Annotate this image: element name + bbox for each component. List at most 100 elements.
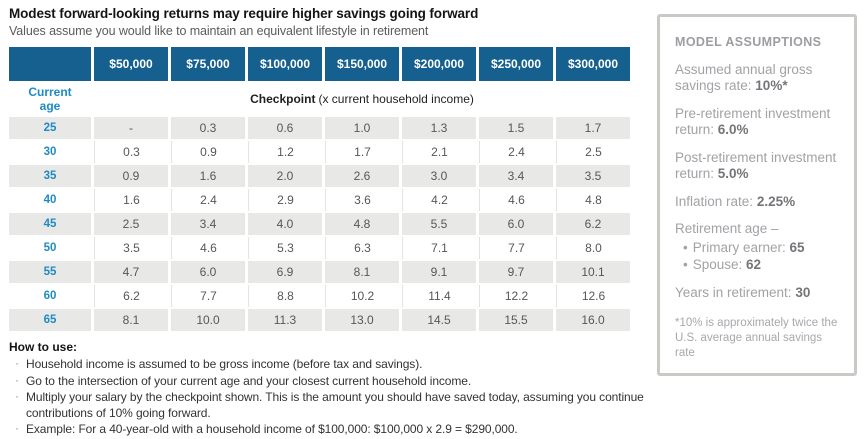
how-to-use-heading: How to use:: [9, 340, 77, 354]
retirement-age-item: • Spouse: 62: [683, 257, 840, 274]
age-cell: 45: [9, 213, 91, 235]
checkpoint-cell: 4.6: [171, 237, 245, 259]
assumption-items: Assumed annual gross savings rate: 10%* P…: [675, 62, 840, 210]
income-header: $50,000: [94, 47, 168, 81]
corner-cell: [9, 47, 91, 81]
checkpoint-label-note: (x current household income): [318, 92, 474, 106]
retirement-age-item: • Primary earner: 65: [683, 240, 840, 257]
page-title: Modest forward-looking returns may requi…: [9, 6, 479, 21]
checkpoint-cell: 11.3: [248, 309, 322, 331]
bullet-icon: ·: [15, 372, 19, 387]
checkpoint-cell: 3.0: [402, 165, 476, 187]
table-row: 60 6.2 7.7 8.8 10.2 11.4 12.2 12.6: [9, 285, 630, 307]
how-to-use-item: · Multiply your salary by the checkpoint …: [9, 389, 651, 421]
checkpoint-cell: 0.3: [171, 117, 245, 139]
bullet-icon: ·: [15, 356, 19, 370]
retirement-age-value: 65: [789, 239, 805, 255]
age-cell: 30: [9, 141, 91, 163]
age-cell: 25: [9, 117, 91, 139]
checkpoint-label: Checkpoint (x current household income): [94, 83, 630, 115]
how-to-use-item: · Example: For a 40-year-old with a house…: [9, 421, 651, 438]
checkpoint-cell: 5.5: [402, 213, 476, 235]
table-row: 45 2.5 3.4 4.0 4.8 5.5 6.0 6.2: [9, 213, 630, 235]
retirement-age-text: Spouse:: [692, 256, 747, 272]
income-header: $75,000: [171, 47, 245, 81]
assumption-item: Assumed annual gross savings rate: 10%*: [675, 62, 840, 95]
checkpoint-cell: 5.3: [248, 237, 322, 259]
how-to-use-text: Household income is assumed to be gross …: [26, 357, 423, 371]
checkpoint-cell: 3.6: [325, 189, 399, 211]
income-header-row: $50,000 $75,000 $100,000 $150,000 $200,000 $2…: [9, 47, 630, 81]
checkpoint-cell: 3.4: [171, 213, 245, 235]
age-cell: 55: [9, 261, 91, 283]
current-age-label: Current age: [9, 83, 91, 115]
age-cell: 35: [9, 165, 91, 187]
checkpoint-cell: 7.1: [402, 237, 476, 259]
table-row: 65 8.1 10.0 11.3 13.0 14.5 15.5 16.0: [9, 309, 630, 331]
checkpoint-cell: 1.6: [171, 165, 245, 187]
main-content: Modest forward-looking returns may requi…: [9, 6, 651, 439]
checkpoint-cell: 0.3: [94, 141, 168, 163]
assumptions-footnote: *10% is approximately twice the U.S. ave…: [675, 316, 838, 359]
income-header: $150,000: [325, 47, 399, 81]
how-to-use-item: · Household income is assumed to be gross…: [9, 356, 651, 373]
years-in-retirement: Years in retirement: 30: [675, 285, 840, 301]
age-cell: 50: [9, 237, 91, 259]
model-assumptions-panel: MODEL ASSUMPTIONS Assumed annual gross s…: [657, 14, 857, 376]
income-header: $100,000: [248, 47, 322, 81]
checkpoint-cell: 4.7: [94, 261, 168, 283]
checkpoint-cell: 13.0: [325, 309, 399, 331]
bullet-icon: •: [683, 239, 688, 255]
checkpoint-cell: 2.6: [325, 165, 399, 187]
checkpoint-cell: 4.6: [479, 189, 553, 211]
assumption-item: Inflation rate: 2.25%: [675, 194, 840, 210]
assumption-value: 10%*: [755, 78, 788, 94]
assumption-value: 2.25%: [756, 193, 796, 209]
checkpoint-cell: 16.0: [556, 309, 630, 331]
assumption-text: Post-retirement investment return:: [675, 149, 837, 182]
assumption-item: Pre-retirement investment return: 6.0%: [675, 106, 840, 139]
age-cell: 65: [9, 309, 91, 331]
checkpoint-cell: 8.0: [556, 237, 630, 259]
checkpoint-cell: 8.1: [325, 261, 399, 283]
assumption-value: 5.0%: [717, 166, 749, 182]
table-row: 25-0.3 0.6 1.0 1.3 1.5 1.7: [9, 117, 630, 139]
checkpoint-cell: 10.0: [171, 309, 245, 331]
checkpoint-cell: 7.7: [171, 285, 245, 307]
checkpoint-cell: 1.3: [402, 117, 476, 139]
how-to-use-text: Multiply your salary by the checkpoint s…: [26, 390, 644, 420]
checkpoint-cell: 3.4: [479, 165, 553, 187]
assumption-item: Post-retirement investment return: 5.0%: [675, 150, 840, 183]
how-to-use-item: · Go to the intersection of your current …: [9, 372, 651, 390]
income-header: $300,000: [556, 47, 630, 81]
checkpoint-cell: 2.4: [479, 141, 553, 163]
years-value: 30: [795, 284, 811, 300]
checkpoint-cell: 6.0: [479, 213, 553, 235]
checkpoint-cell: 2.4: [171, 189, 245, 211]
assumption-text: Inflation rate:: [675, 193, 757, 209]
checkpoint-cell: 2.0: [248, 165, 322, 187]
age-cell: 60: [9, 285, 91, 307]
table-row: 35 0.9 1.6 2.0 2.6 3.0 3.4 3.5: [9, 165, 630, 187]
bullet-icon: ·: [15, 389, 19, 404]
checkpoint-cell: 11.4: [402, 285, 476, 307]
retirement-age-value: 62: [746, 256, 762, 272]
bullet-icon: •: [683, 256, 688, 272]
checkpoint-cell: 8.1: [94, 309, 168, 331]
checkpoint-cell: 8.8: [248, 285, 322, 307]
assumption-text: Pre-retirement investment return:: [675, 105, 831, 138]
checkpoint-cell: 6.0: [171, 261, 245, 283]
bullet-icon: ·: [15, 421, 19, 436]
checkpoint-cell: 12.2: [479, 285, 553, 307]
checkpoint-cell: 1.7: [325, 141, 399, 163]
checkpoint-cell: 1.2: [248, 141, 322, 163]
checkpoint-cell: 2.1: [402, 141, 476, 163]
table-row: 30 0.3 0.9 1.2 1.7 2.1 2.4 2.5: [9, 141, 630, 163]
checkpoint-label-bold: Checkpoint: [250, 92, 316, 106]
checkpoint-cell: 0.6: [248, 117, 322, 139]
years-text: Years in retirement:: [675, 284, 796, 300]
checkpoint-cell: 0.9: [171, 141, 245, 163]
subheader-row: Current age Checkpoint (x current househo…: [9, 83, 630, 115]
model-assumptions-title: MODEL ASSUMPTIONS: [675, 35, 822, 49]
checkpoint-cell: 15.5: [479, 309, 553, 331]
